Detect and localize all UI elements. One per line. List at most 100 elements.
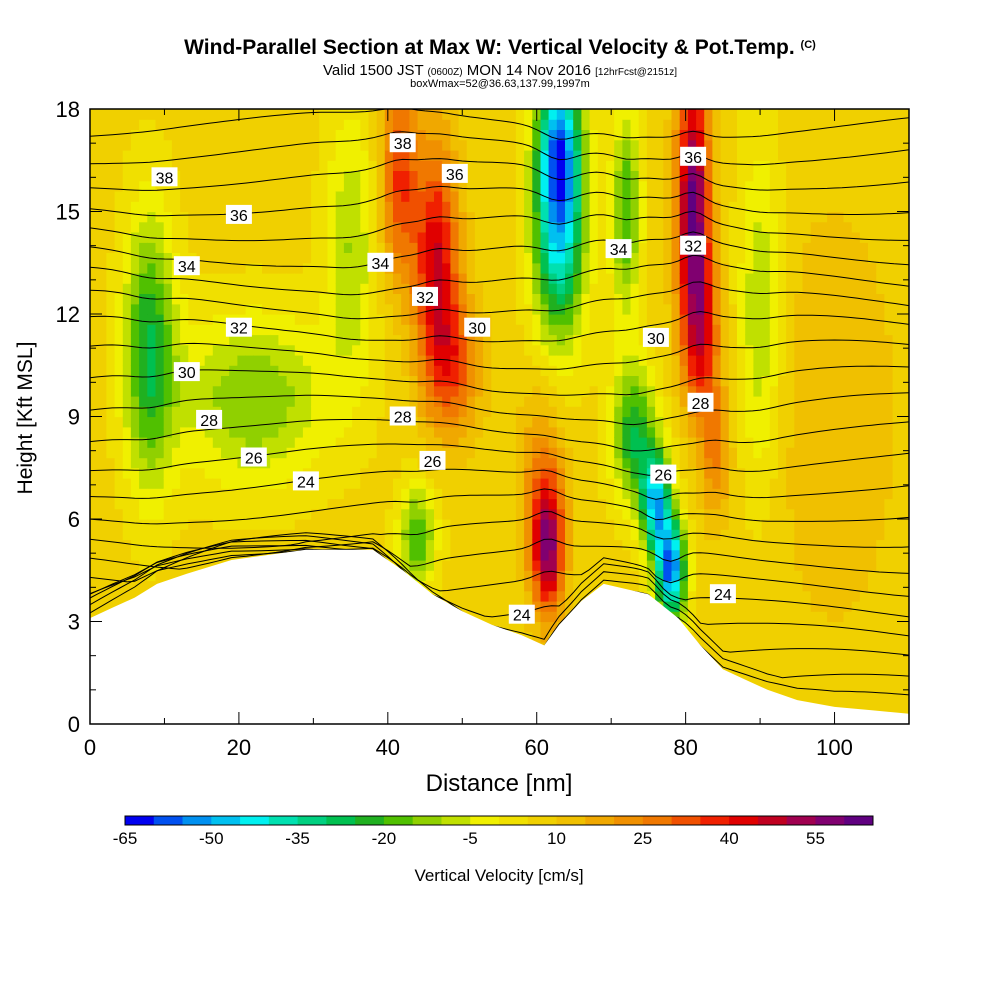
velocity-cell [540,232,550,243]
velocity-cell [614,201,623,213]
velocity-cell [245,396,255,407]
velocity-cell [556,211,566,223]
velocity-cell [237,539,247,551]
velocity-cell [491,293,501,305]
velocity-cell [327,488,337,500]
velocity-cell [442,232,451,243]
velocity-cell [319,221,329,233]
velocity-cell [319,242,329,253]
velocity-cell [237,519,247,530]
velocity-cell [204,303,214,315]
velocity-cell [368,365,378,376]
velocity-cell [417,191,427,202]
velocity-cell [417,549,427,561]
velocity-cell [548,611,558,623]
velocity-cell [655,529,664,541]
velocity-cell [253,437,263,448]
velocity-cell [458,242,468,253]
velocity-cell [720,201,730,213]
velocity-cell [466,590,476,602]
velocity-cell [474,498,484,510]
velocity-cell [188,180,198,192]
velocity-cell [565,242,574,253]
velocity-cell [728,262,738,274]
velocity-cell [360,344,370,356]
velocity-cell [253,242,263,253]
velocity-cell [270,365,279,376]
velocity-cell [122,273,132,284]
velocity-cell [761,488,771,500]
velocity-cell [384,170,394,182]
velocity-cell [663,242,673,253]
velocity-cell [499,375,509,387]
velocity-cell [237,426,247,438]
velocity-cell [98,201,107,213]
velocity-cell [221,262,230,274]
velocity-cell [606,170,615,182]
velocity-cell [237,508,247,520]
velocity-cell [204,191,214,202]
velocity-cell [450,498,460,510]
velocity-cell [556,416,566,428]
velocity-cell [704,549,713,561]
velocity-cell [335,457,345,469]
velocity-cell [212,324,222,336]
velocity-cell [245,519,255,530]
velocity-cell [728,498,738,510]
velocity-cell [376,109,386,120]
velocity-cell [245,262,255,274]
velocity-cell [671,119,681,130]
velocity-cell [548,549,558,561]
velocity-cell [114,283,124,294]
velocity-cell [294,221,304,233]
velocity-cell [704,437,713,448]
velocity-cell [622,396,632,407]
velocity-cell [745,560,754,571]
velocity-cell [474,478,484,489]
velocity-cell [212,385,222,397]
velocity-cell [262,221,271,233]
velocity-cell [147,385,157,397]
velocity-cell [262,519,271,530]
velocity-cell [114,447,124,459]
velocity-cell [130,416,140,428]
velocity-cell [245,344,255,356]
velocity-cell [384,191,394,202]
velocity-cell [253,385,263,397]
velocity-cell [712,478,722,489]
velocity-cell [474,109,484,120]
velocity-cell [474,406,484,418]
velocity-cell [384,529,394,541]
velocity-cell [229,252,238,264]
velocity-cell [565,180,574,192]
velocity-cell [728,662,738,674]
velocity-cell [671,303,681,315]
velocity-cell [687,109,697,120]
velocity-cell [434,580,443,592]
velocity-cell [294,406,304,418]
velocity-cell [565,119,574,130]
velocity-cell [343,478,353,489]
velocity-cell [360,191,370,202]
velocity-cell [270,119,279,130]
velocity-cell [245,539,255,551]
velocity-cell [368,109,378,120]
velocity-cell [450,303,460,315]
velocity-cell [130,406,140,418]
velocity-cell [262,375,271,387]
velocity-cell [679,314,689,325]
velocity-cell [180,519,189,530]
velocity-cell [327,211,337,223]
velocity-cell [327,273,337,284]
velocity-cell [638,385,648,397]
velocity-cell [753,129,763,141]
velocity-cell [524,160,533,171]
velocity-cell [352,191,361,202]
velocity-cell [204,447,214,459]
velocity-cell [327,344,337,356]
velocity-cell [524,303,533,315]
velocity-cell [704,211,713,223]
velocity-cell [589,344,599,356]
velocity-cell [442,457,451,469]
velocity-cell [229,119,238,130]
